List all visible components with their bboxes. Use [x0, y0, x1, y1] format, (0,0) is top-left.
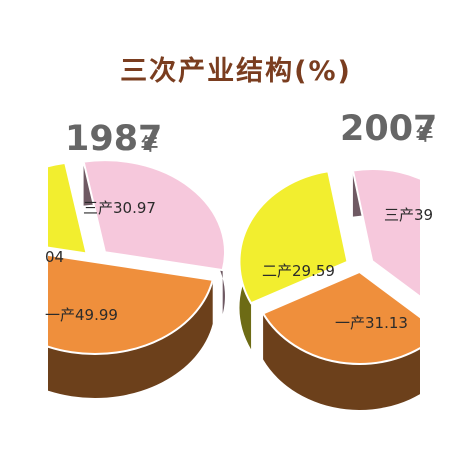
pie-1987-tops	[48, 159, 226, 355]
slice-side-1	[48, 279, 213, 398]
label-1987-tertiary: 三产30.97	[83, 199, 156, 217]
pie-1987-year-suffix: 年	[141, 134, 158, 155]
slice-1987-secondary	[48, 161, 88, 255]
label-1987-secondary: 04	[45, 248, 64, 266]
pie-2007	[238, 168, 420, 410]
slice-1987-tertiary	[82, 159, 226, 272]
slice-side-1	[263, 313, 420, 410]
slice-2007-tertiary	[351, 168, 420, 298]
label-2007-secondary: 二产29.59	[262, 262, 335, 280]
slice-2007-secondary	[238, 170, 349, 305]
pie-2007-tops	[238, 168, 420, 365]
slice-1987-primary	[48, 253, 214, 355]
slice-2007-primary	[261, 270, 420, 365]
pie-2007-year: 2007	[340, 109, 437, 149]
pie-1987-year: 1987	[65, 119, 162, 159]
pie-1987	[48, 159, 226, 398]
label-2007-tertiary: 三产39	[384, 206, 433, 224]
label-2007-primary: 一产31.13	[335, 314, 408, 332]
pie-2007-year-suffix: 年	[416, 124, 433, 145]
page-title: 三次产业结构(%)	[120, 56, 352, 87]
label-1987-primary: 一产49.99	[45, 306, 118, 324]
